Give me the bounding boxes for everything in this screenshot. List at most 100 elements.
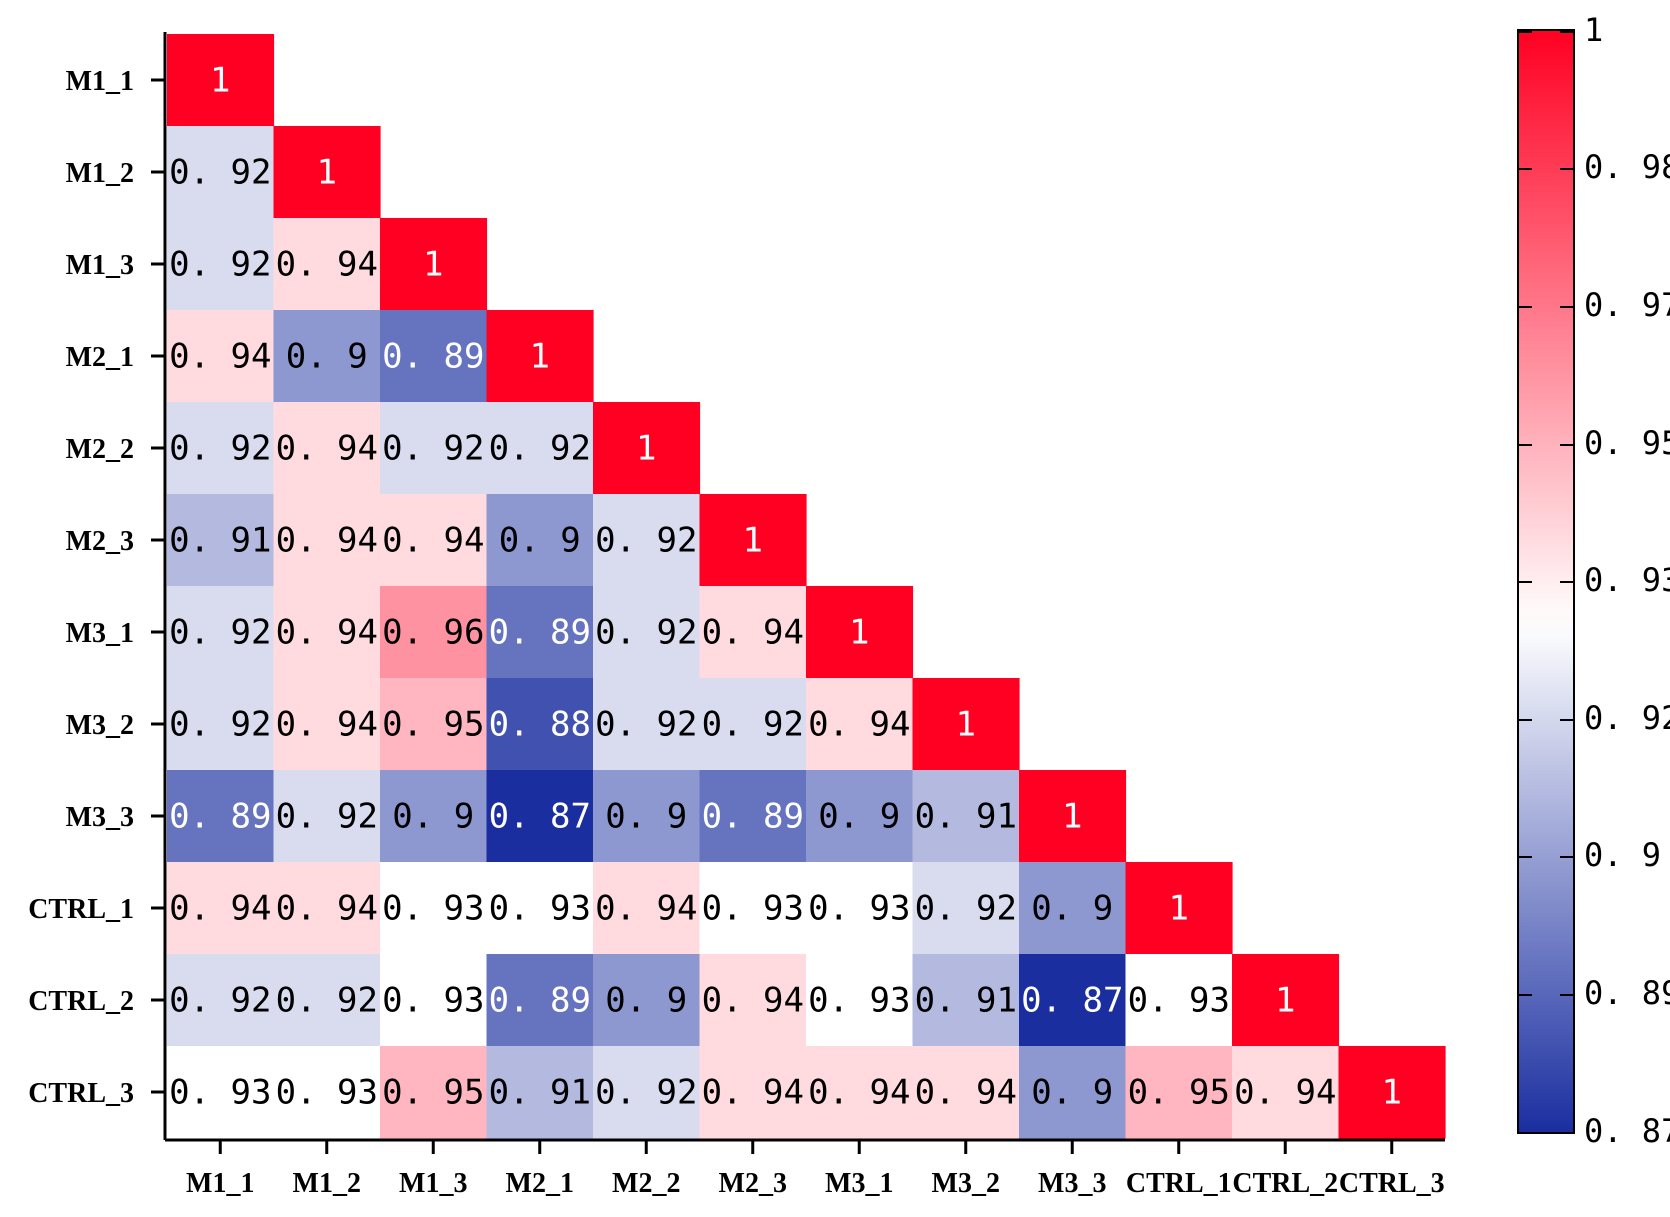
heatmap-cell <box>699 678 807 771</box>
heatmap-cell <box>167 310 275 403</box>
cell-value-label: 0. 91 <box>169 521 271 561</box>
cell-value-label: 0. 92 <box>489 429 591 469</box>
colorbar-tick-label: 0. 98 <box>1584 148 1670 186</box>
heatmap-cell <box>380 402 488 495</box>
cell-value-label: 0. 89 <box>702 797 804 837</box>
heatmap-cell <box>167 126 275 219</box>
cell-value-label: 0. 92 <box>702 705 804 745</box>
column-label: M1_2 <box>293 1168 361 1199</box>
colorbar-tick-label: 0. 93 <box>1584 561 1670 599</box>
cell-value-label: 0. 92 <box>915 889 1017 929</box>
cell-value-label: 0. 9 <box>818 797 900 837</box>
heatmap-cell <box>1019 862 1127 955</box>
heatmap-cell <box>273 402 381 495</box>
heatmap-cell <box>699 770 807 863</box>
cell-value-label: 0. 92 <box>169 981 271 1021</box>
cell-value-label: 0. 94 <box>169 337 271 377</box>
cell-value-label: 0. 94 <box>276 613 378 653</box>
heatmap-cell <box>273 586 381 679</box>
cell-value-label: 0. 92 <box>169 429 271 469</box>
heatmap-cell <box>593 862 701 955</box>
heatmap-cell <box>699 954 807 1047</box>
cell-value-label: 0. 94 <box>808 705 910 745</box>
heatmap-cell <box>699 586 807 679</box>
heatmap-cell <box>806 586 914 679</box>
column-label: M3_3 <box>1038 1168 1106 1199</box>
heatmap-cell <box>486 1046 594 1139</box>
heatmap-cell <box>1232 1046 1340 1139</box>
cell-value-label: 1 <box>423 245 443 285</box>
row-label: M3_2 <box>66 710 134 741</box>
cell-value-label: 0. 9 <box>605 797 687 837</box>
heatmap-cell <box>486 310 594 403</box>
heatmap-cell <box>486 954 594 1047</box>
cell-value-label: 0. 94 <box>169 889 271 929</box>
cell-value-label: 1 <box>1169 889 1189 929</box>
heatmap-cell <box>593 954 701 1047</box>
heatmap-cell <box>167 1046 275 1139</box>
heatmap-cell <box>273 770 381 863</box>
heatmap-cell <box>486 862 594 955</box>
cell-value-label: 0. 91 <box>915 981 1017 1021</box>
heatmap-cell <box>380 678 488 771</box>
cell-value-label: 0. 87 <box>1021 981 1123 1021</box>
cell-value-label: 0. 94 <box>595 889 697 929</box>
cell-value-label: 0. 96 <box>382 613 484 653</box>
row-label: CTRL_1 <box>28 894 134 925</box>
heatmap-cell <box>380 218 488 311</box>
cell-value-label: 1 <box>1062 797 1082 837</box>
column-label: CTRL_2 <box>1232 1168 1338 1199</box>
colorbar-tick-label: 0. 97 <box>1584 286 1670 324</box>
cell-value-label: 0. 9 <box>1031 889 1113 929</box>
heatmap-cell <box>912 678 1020 771</box>
heatmap-cells: 10. 92 10. 92 0. 94 10. 94 0. 9 0. 89 10. 92 0.… <box>167 34 1446 1139</box>
row-label: M2_1 <box>66 342 134 373</box>
column-label: M2_3 <box>719 1168 787 1199</box>
heatmap-cell <box>806 862 914 955</box>
colorbar-tick-label: 0. 89 <box>1584 974 1670 1012</box>
heatmap-cell <box>380 586 488 679</box>
cell-value-label: 0. 9 <box>1031 1073 1113 1113</box>
heatmap-cell <box>1125 954 1233 1047</box>
heatmap-cell <box>1019 954 1127 1047</box>
row-label: M1_3 <box>66 250 134 281</box>
heatmap-cell <box>593 770 701 863</box>
column-label: M2_2 <box>612 1168 680 1199</box>
heatmap-cell <box>912 862 1020 955</box>
heatmap-cell <box>486 494 594 587</box>
heatmap-cell <box>380 1046 488 1139</box>
heatmap-cell <box>380 310 488 403</box>
cell-value-label: 1 <box>1275 981 1295 1021</box>
cell-value-label: 0. 94 <box>276 245 378 285</box>
heatmap-cell <box>486 586 594 679</box>
heatmap-cell <box>273 126 381 219</box>
column-label: CTRL_3 <box>1339 1168 1445 1199</box>
colorbar: 1 0. 98 0. 97 0. 95 0. 93 0. 92 0. 9 0. 89 0. 87 <box>1517 11 1670 1150</box>
cell-value-label: 1 <box>743 521 763 561</box>
row-label: M1_1 <box>66 66 134 97</box>
cell-value-label: 0. 94 <box>808 1073 910 1113</box>
cell-value-label: 0. 94 <box>915 1073 1017 1113</box>
heatmap-cell <box>273 678 381 771</box>
cell-value-label: 0. 94 <box>276 521 378 561</box>
row-label: M3_1 <box>66 618 134 649</box>
column-label: M2_1 <box>506 1168 574 1199</box>
cell-value-label: 0. 93 <box>808 889 910 929</box>
cell-value-label: 0. 95 <box>1128 1073 1230 1113</box>
heatmap-cell <box>380 494 488 587</box>
heatmap-cell <box>1125 1046 1233 1139</box>
cell-value-label: 0. 92 <box>169 705 271 745</box>
heatmap-cell <box>167 34 275 127</box>
cell-value-label: 0. 92 <box>595 521 697 561</box>
cell-value-label: 1 <box>956 705 976 745</box>
heatmap-cell <box>486 770 594 863</box>
cell-value-label: 0. 9 <box>605 981 687 1021</box>
heatmap-cell <box>167 218 275 311</box>
cell-value-label: 0. 92 <box>382 429 484 469</box>
cell-value-label: 0. 92 <box>276 981 378 1021</box>
cell-value-label: 0. 9 <box>499 521 581 561</box>
heatmap-cell <box>1125 862 1233 955</box>
cell-value-label: 1 <box>210 61 230 101</box>
heatmap-cell <box>912 1046 1020 1139</box>
